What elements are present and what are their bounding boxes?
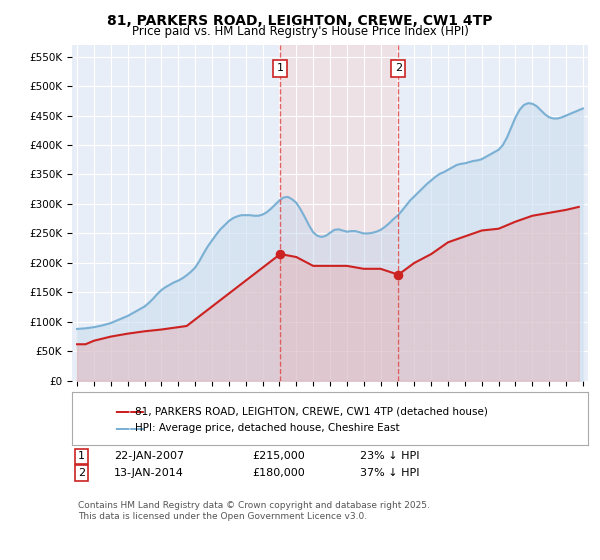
Bar xyxy=(280,45,398,381)
Text: £215,000: £215,000 xyxy=(252,451,305,461)
Text: ——: —— xyxy=(114,404,145,419)
Text: 1: 1 xyxy=(277,63,284,73)
Text: 23% ↓ HPI: 23% ↓ HPI xyxy=(360,451,419,461)
Text: £180,000: £180,000 xyxy=(252,468,305,478)
Text: 81, PARKERS ROAD, LEIGHTON, CREWE, CW1 4TP (detached house): 81, PARKERS ROAD, LEIGHTON, CREWE, CW1 4… xyxy=(135,407,488,417)
Point xyxy=(394,270,403,279)
Text: HPI: Average price, detached house, Cheshire East: HPI: Average price, detached house, Ches… xyxy=(135,423,400,433)
Text: 13-JAN-2014: 13-JAN-2014 xyxy=(114,468,184,478)
Text: Contains HM Land Registry data © Crown copyright and database right 2025.
This d: Contains HM Land Registry data © Crown c… xyxy=(78,501,430,521)
Point xyxy=(275,250,285,259)
Text: 22-JAN-2007: 22-JAN-2007 xyxy=(114,451,184,461)
Text: 37% ↓ HPI: 37% ↓ HPI xyxy=(360,468,419,478)
Text: ——: —— xyxy=(114,421,145,436)
Text: 2: 2 xyxy=(395,63,402,73)
Text: 81, PARKERS ROAD, LEIGHTON, CREWE, CW1 4TP: 81, PARKERS ROAD, LEIGHTON, CREWE, CW1 4… xyxy=(107,14,493,28)
Text: Price paid vs. HM Land Registry's House Price Index (HPI): Price paid vs. HM Land Registry's House … xyxy=(131,25,469,38)
Text: 1: 1 xyxy=(78,451,85,461)
Text: 2: 2 xyxy=(78,468,85,478)
